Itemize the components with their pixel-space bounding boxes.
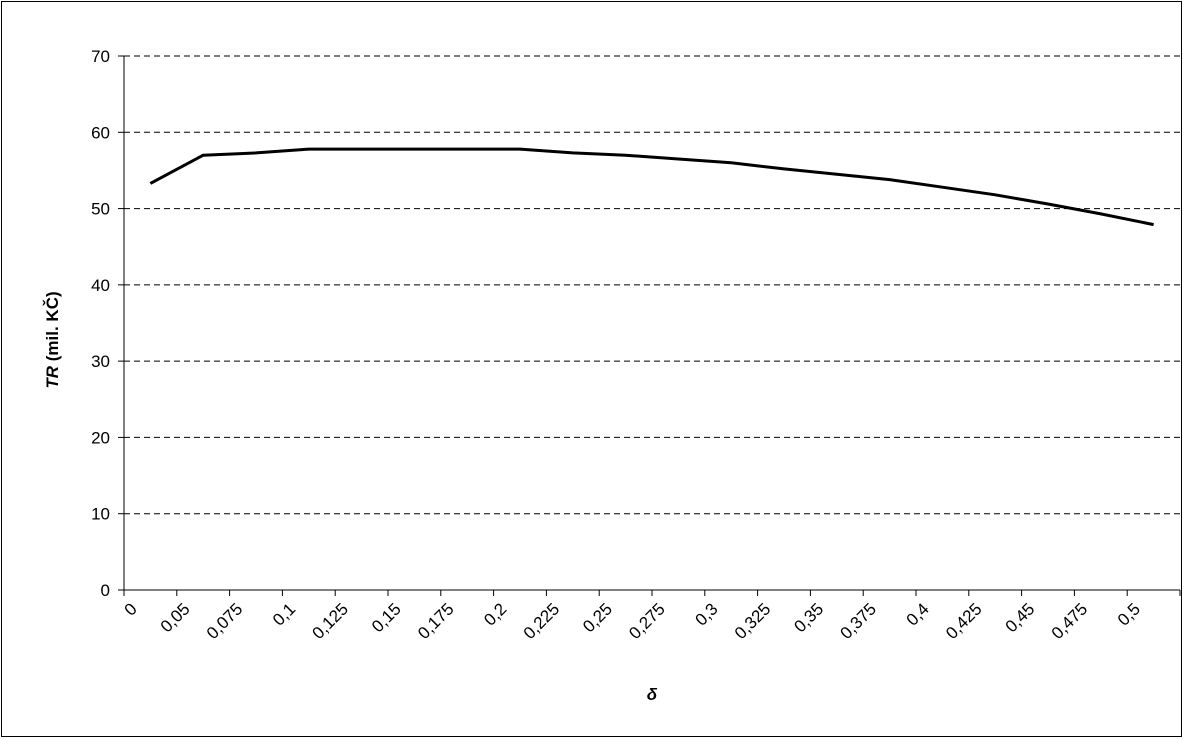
series (149, 147, 1154, 227)
x-tick-label: 0,5 (1114, 599, 1144, 629)
x-tick-label: 0,25 (579, 599, 616, 636)
axes (123, 56, 1180, 591)
y-tick-label: 20 (91, 428, 110, 447)
x-tick-label: 0,3 (691, 599, 721, 629)
x-tick-label: 0,125 (309, 599, 353, 643)
x-axis-title: δ (647, 685, 658, 704)
x-tick-label: 0,4 (903, 599, 933, 629)
x-tick-label: 0,225 (520, 599, 564, 643)
y-tick-label: 50 (91, 200, 110, 219)
x-tick-label: 0,15 (368, 599, 405, 636)
x-tick-label: 0,175 (414, 599, 458, 643)
x-tick-label: 0,425 (942, 599, 986, 643)
y-tick-label: 0 (101, 581, 110, 600)
x-tick-label: 0,2 (480, 599, 510, 629)
y-tick-label: 40 (91, 276, 110, 295)
y-tick-label: 30 (91, 352, 110, 371)
x-tick-label: 0,275 (625, 599, 669, 643)
gridlines (124, 55, 1180, 515)
x-tick-label: 0,45 (1002, 599, 1039, 636)
y-axis-title-unit: (mil. KČ) (43, 291, 62, 366)
x-tick-label: 0,1 (269, 599, 299, 629)
y-tick-label: 10 (91, 505, 110, 524)
x-tick-label: 0,075 (203, 599, 247, 643)
x-tick-label: 0,05 (157, 599, 194, 636)
y-axis-title: TR (mil. KČ) (43, 291, 62, 388)
y-axis-ticks: 0 10 20 30 40 50 60 70 (91, 47, 124, 600)
series-line (149, 147, 1154, 227)
y-tick-label: 60 (91, 123, 110, 142)
x-axis-ticks: 0 0,05 0,075 0,1 0,125 0,15 0,175 0,2 0,225 0,25 0… (121, 590, 1181, 643)
y-axis-title-italic: TR (43, 365, 62, 388)
x-tick-label: 0,375 (837, 599, 881, 643)
x-tick-label: 0 (121, 599, 141, 619)
x-tick-label: 0,475 (1048, 599, 1092, 643)
x-tick-label: 0,35 (790, 599, 827, 636)
y-tick-label: 70 (91, 47, 110, 66)
x-tick-label: 0,325 (731, 599, 775, 643)
